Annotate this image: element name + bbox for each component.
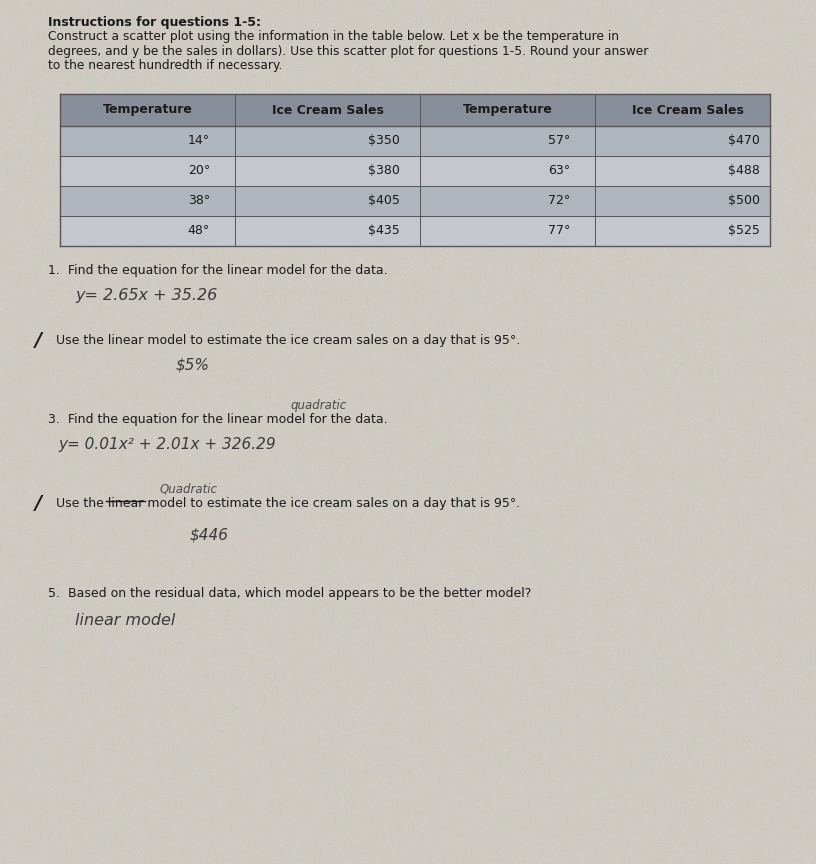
- Text: $446: $446: [190, 527, 229, 542]
- Text: Quadratic: Quadratic: [160, 483, 218, 496]
- Text: Use the linear model to estimate the ice cream sales on a day that is 95°.: Use the linear model to estimate the ice…: [48, 497, 521, 510]
- Text: Instructions for questions 1-5:: Instructions for questions 1-5:: [48, 16, 261, 29]
- Text: 14°: 14°: [188, 135, 210, 148]
- Text: $350: $350: [368, 135, 400, 148]
- Text: $435: $435: [368, 225, 400, 238]
- Text: 20°: 20°: [188, 164, 210, 177]
- Text: linear model: linear model: [75, 613, 175, 628]
- Text: /: /: [35, 331, 42, 350]
- Text: 57°: 57°: [548, 135, 570, 148]
- Text: 72°: 72°: [548, 194, 570, 207]
- Text: /: /: [35, 494, 42, 513]
- Text: 1.  Find the equation for the linear model for the data.: 1. Find the equation for the linear mode…: [48, 264, 388, 277]
- Text: 48°: 48°: [188, 225, 210, 238]
- FancyBboxPatch shape: [60, 126, 770, 156]
- Text: y= 2.65x + 35.26: y= 2.65x + 35.26: [75, 288, 217, 303]
- Text: 3.  Find the equation for the linear model for the data.: 3. Find the equation for the linear mode…: [48, 413, 388, 426]
- Text: 38°: 38°: [188, 194, 210, 207]
- FancyBboxPatch shape: [60, 94, 770, 126]
- Text: $5%: $5%: [175, 358, 209, 373]
- Text: to the nearest hundredth if necessary.: to the nearest hundredth if necessary.: [48, 59, 282, 72]
- Text: 77°: 77°: [548, 225, 570, 238]
- Text: y= 0.01x² + 2.01x + 326.29: y= 0.01x² + 2.01x + 326.29: [58, 437, 276, 452]
- Text: Use the linear model to estimate the ice cream sales on a day that is 95°.: Use the linear model to estimate the ice…: [48, 334, 521, 347]
- Text: $500: $500: [728, 194, 760, 207]
- FancyBboxPatch shape: [60, 186, 770, 216]
- Text: Temperature: Temperature: [463, 104, 552, 117]
- Text: $470: $470: [728, 135, 760, 148]
- FancyBboxPatch shape: [60, 156, 770, 186]
- Text: 5.  Based on the residual data, which model appears to be the better model?: 5. Based on the residual data, which mod…: [48, 587, 531, 600]
- Text: Ice Cream Sales: Ice Cream Sales: [272, 104, 384, 117]
- Text: degrees, and y be the sales in dollars). Use this scatter plot for questions 1-5: degrees, and y be the sales in dollars).…: [48, 45, 649, 58]
- Text: $525: $525: [728, 225, 760, 238]
- FancyBboxPatch shape: [60, 216, 770, 246]
- Text: Ice Cream Sales: Ice Cream Sales: [632, 104, 743, 117]
- Text: quadratic: quadratic: [290, 399, 346, 412]
- Text: Temperature: Temperature: [103, 104, 193, 117]
- Text: Construct a scatter plot using the information in the table below. Let x be the : Construct a scatter plot using the infor…: [48, 30, 619, 43]
- Text: $405: $405: [368, 194, 400, 207]
- Text: $380: $380: [368, 164, 400, 177]
- Text: $488: $488: [728, 164, 760, 177]
- Text: 63°: 63°: [548, 164, 570, 177]
